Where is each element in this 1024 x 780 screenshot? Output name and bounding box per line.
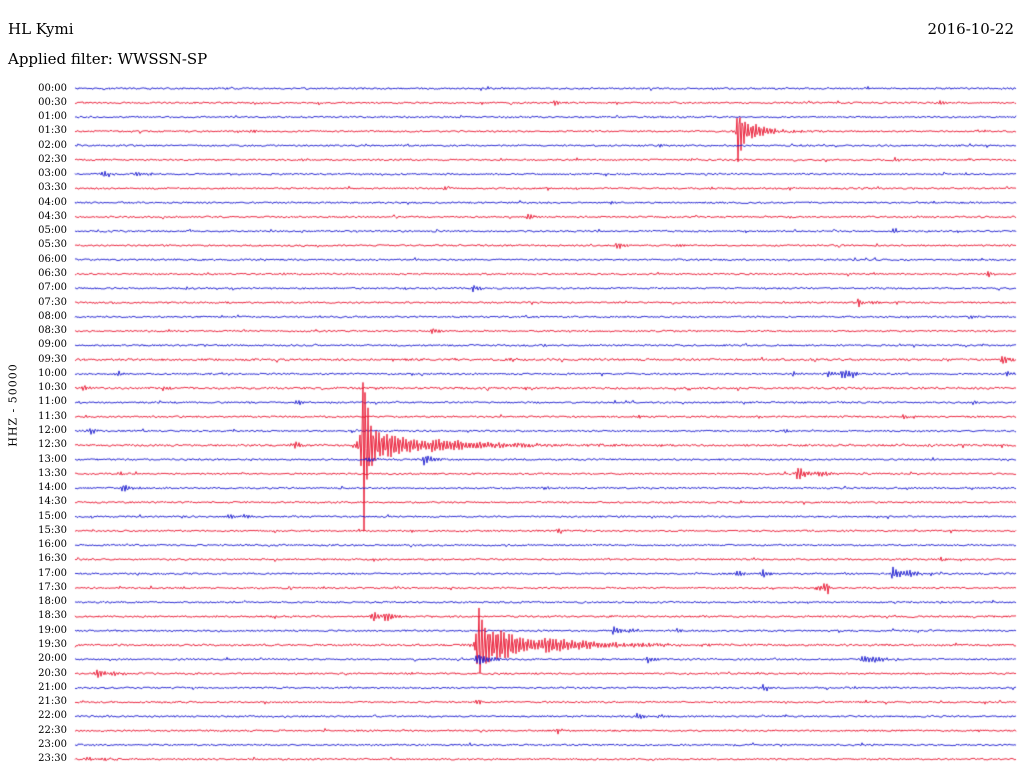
seismogram-canvas	[0, 0, 1024, 780]
helicorder-page: HL Kymi 2016-10-22 Applied filter: WWSSN…	[0, 0, 1024, 780]
